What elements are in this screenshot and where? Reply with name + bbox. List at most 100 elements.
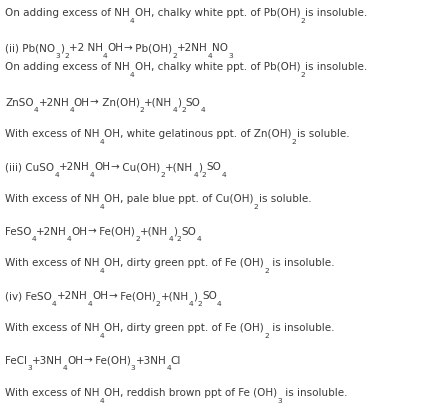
Text: 2: 2 <box>264 333 269 339</box>
Text: 4: 4 <box>168 236 173 242</box>
Text: With excess of NH: With excess of NH <box>5 323 100 333</box>
Text: is insoluble.: is insoluble. <box>282 388 347 398</box>
Text: 4: 4 <box>90 172 94 178</box>
Text: 4: 4 <box>54 172 59 178</box>
Text: Zn(OH): Zn(OH) <box>99 98 139 108</box>
Text: →: → <box>88 227 97 237</box>
Text: 2: 2 <box>160 172 165 178</box>
Text: ): ) <box>60 43 64 53</box>
Text: ): ) <box>193 291 197 301</box>
Text: 4: 4 <box>100 268 104 274</box>
Text: Fe(OH): Fe(OH) <box>97 227 135 237</box>
Text: is insoluble.: is insoluble. <box>269 259 334 269</box>
Text: 2: 2 <box>264 268 269 274</box>
Text: 4: 4 <box>100 204 104 210</box>
Text: 2: 2 <box>135 236 140 242</box>
Text: Fe(OH): Fe(OH) <box>117 291 156 301</box>
Text: 2: 2 <box>292 139 297 145</box>
Text: →: → <box>90 98 99 108</box>
Text: 4: 4 <box>32 236 36 242</box>
Text: +(NH: +(NH <box>140 227 168 237</box>
Text: (iv) FeSO: (iv) FeSO <box>5 291 52 301</box>
Text: +2NH: +2NH <box>59 162 90 172</box>
Text: +2 NH: +2 NH <box>69 43 103 53</box>
Text: 4: 4 <box>100 139 104 145</box>
Text: 2: 2 <box>172 53 177 59</box>
Text: +2NH: +2NH <box>36 227 67 237</box>
Text: With excess of NH: With excess of NH <box>5 129 100 140</box>
Text: 4: 4 <box>103 53 108 59</box>
Text: is soluble.: is soluble. <box>259 194 311 204</box>
Text: 3: 3 <box>229 53 233 59</box>
Text: →: → <box>123 43 132 53</box>
Text: (ii) Pb(NO: (ii) Pb(NO <box>5 43 55 53</box>
Text: Cl: Cl <box>171 356 181 366</box>
Text: 4: 4 <box>69 107 74 113</box>
Text: FeCl: FeCl <box>5 356 27 366</box>
Text: OH: OH <box>72 227 88 237</box>
Text: +3NH: +3NH <box>32 356 62 366</box>
Text: NO: NO <box>212 43 229 53</box>
Text: 4: 4 <box>193 172 198 178</box>
Text: 3: 3 <box>55 53 60 59</box>
Text: →: → <box>108 291 117 301</box>
Text: 4: 4 <box>217 301 222 307</box>
Text: OH: OH <box>92 291 108 301</box>
Text: With excess of NH: With excess of NH <box>5 194 100 204</box>
Text: is insoluble.: is insoluble. <box>305 8 367 18</box>
Text: SO: SO <box>202 291 217 301</box>
Text: +(NH: +(NH <box>144 98 173 108</box>
Text: 2: 2 <box>254 204 259 210</box>
Text: 4: 4 <box>208 53 212 59</box>
Text: 4: 4 <box>201 107 205 113</box>
Text: 2: 2 <box>139 107 144 113</box>
Text: 2: 2 <box>197 301 202 307</box>
Text: 3: 3 <box>131 365 135 371</box>
Text: +2NH: +2NH <box>38 98 69 108</box>
Text: Fe(OH): Fe(OH) <box>92 356 131 366</box>
Text: (iii) CuSO: (iii) CuSO <box>5 162 54 172</box>
Text: +2NH: +2NH <box>177 43 208 53</box>
Text: OH: OH <box>108 43 123 53</box>
Text: 4: 4 <box>52 301 57 307</box>
Text: With excess of NH: With excess of NH <box>5 388 100 398</box>
Text: On adding excess of NH: On adding excess of NH <box>5 8 130 18</box>
Text: ): ) <box>173 227 177 237</box>
Text: With excess of NH: With excess of NH <box>5 259 100 269</box>
Text: 4: 4 <box>222 172 226 178</box>
Text: is soluble.: is soluble. <box>297 129 349 140</box>
Text: 4: 4 <box>100 398 104 404</box>
Text: OH, reddish brown ppt of Fe (OH): OH, reddish brown ppt of Fe (OH) <box>104 388 277 398</box>
Text: Cu(OH): Cu(OH) <box>119 162 160 172</box>
Text: OH, dirty green ppt. of Fe (OH): OH, dirty green ppt. of Fe (OH) <box>104 259 264 269</box>
Text: 2: 2 <box>300 18 305 23</box>
Text: 4: 4 <box>173 107 177 113</box>
Text: 4: 4 <box>67 236 72 242</box>
Text: +2NH: +2NH <box>57 291 87 301</box>
Text: SO: SO <box>182 227 197 237</box>
Text: +3NH: +3NH <box>135 356 166 366</box>
Text: 4: 4 <box>130 18 135 23</box>
Text: 2: 2 <box>181 107 186 113</box>
Text: 4: 4 <box>62 365 67 371</box>
Text: 2: 2 <box>156 301 160 307</box>
Text: is insoluble.: is insoluble. <box>305 62 367 72</box>
Text: OH, chalky white ppt. of Pb(OH): OH, chalky white ppt. of Pb(OH) <box>135 62 300 72</box>
Text: OH, white gelatinous ppt. of Zn(OH): OH, white gelatinous ppt. of Zn(OH) <box>104 129 292 140</box>
Text: +(NH: +(NH <box>160 291 189 301</box>
Text: 3: 3 <box>277 398 282 404</box>
Text: 4: 4 <box>166 365 171 371</box>
Text: OH: OH <box>67 356 83 366</box>
Text: 2: 2 <box>202 172 207 178</box>
Text: OH, chalky white ppt. of Pb(OH): OH, chalky white ppt. of Pb(OH) <box>135 8 300 18</box>
Text: OH: OH <box>94 162 111 172</box>
Text: OH: OH <box>74 98 90 108</box>
Text: 4: 4 <box>189 301 193 307</box>
Text: →: → <box>111 162 119 172</box>
Text: FeSO: FeSO <box>5 227 32 237</box>
Text: 2: 2 <box>177 236 182 242</box>
Text: is insoluble.: is insoluble. <box>269 323 334 333</box>
Text: OH, pale blue ppt. of Cu(OH): OH, pale blue ppt. of Cu(OH) <box>104 194 254 204</box>
Text: SO: SO <box>207 162 222 172</box>
Text: 4: 4 <box>87 301 92 307</box>
